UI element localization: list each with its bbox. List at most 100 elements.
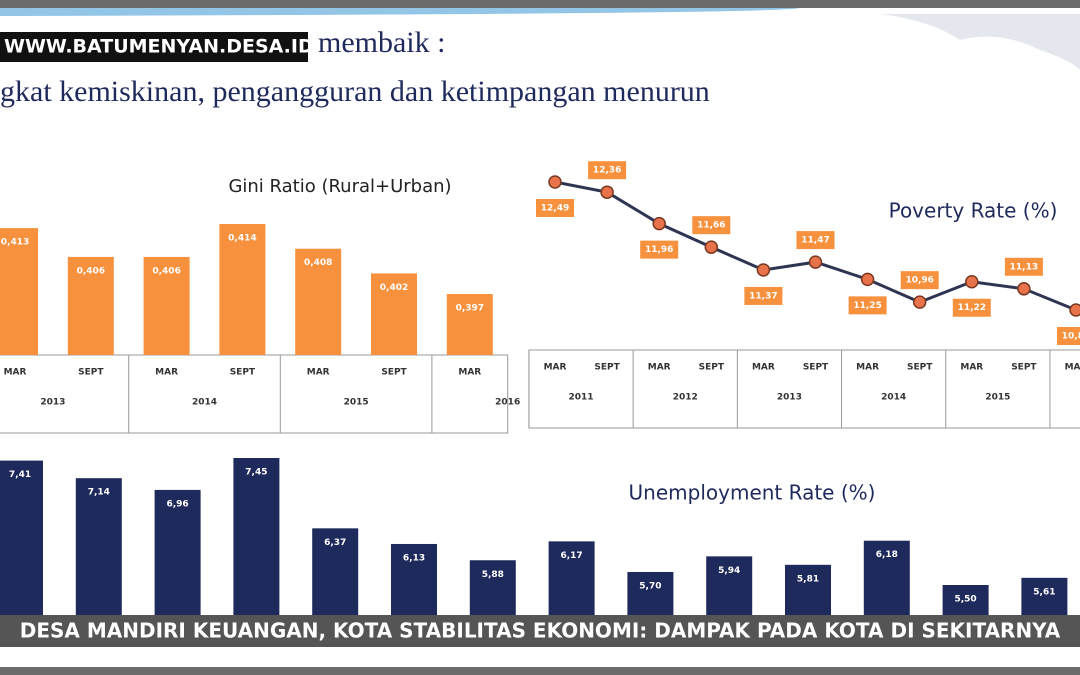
x-tick-label: SEPT <box>381 368 407 378</box>
data-label: 0,397 <box>456 304 484 314</box>
data-label: 11,25 <box>853 301 881 311</box>
top-border <box>0 0 1080 8</box>
point <box>704 240 719 254</box>
data-label: 5,81 <box>797 574 819 584</box>
data-label: 5,61 <box>1033 587 1055 597</box>
bar <box>0 228 38 355</box>
title: membaik : <box>318 26 445 59</box>
data-label: 11,47 <box>801 236 829 246</box>
group-label: 2015 <box>344 398 369 408</box>
data-label-bg <box>796 231 835 250</box>
data-label: 11,66 <box>697 221 725 231</box>
bar <box>154 489 201 640</box>
point <box>756 263 771 277</box>
data-label: 7,41 <box>9 470 31 480</box>
data-label-bg <box>744 286 783 305</box>
point <box>652 216 666 231</box>
point <box>600 185 614 199</box>
group-label: 2013 <box>40 398 65 408</box>
data-label-bg <box>1057 327 1080 345</box>
x-tick-label: SEPT <box>78 368 104 378</box>
data-label: 7,45 <box>245 468 267 478</box>
data-label: 0,406 <box>77 266 105 276</box>
point <box>860 272 875 287</box>
data-label: 12,36 <box>593 166 621 176</box>
bar <box>67 256 114 355</box>
group-label: 2014 <box>881 393 906 403</box>
x-tick-label: SEPT <box>1011 363 1037 373</box>
group-label: 2016 <box>495 398 520 408</box>
data-label: 0,414 <box>228 234 256 244</box>
point <box>1017 282 1031 296</box>
chart-title: Poverty Rate (%) <box>889 199 1058 223</box>
x-tick-label: MAR <box>544 363 567 373</box>
bar <box>446 294 493 355</box>
data-label: 0,406 <box>152 266 180 276</box>
point <box>808 255 823 269</box>
x-tick-label: MAR <box>155 368 178 378</box>
watermark-bg <box>0 32 308 62</box>
data-label: 0,408 <box>304 258 332 268</box>
data-label: 11,96 <box>645 245 673 255</box>
data-label: 10,86 <box>1062 332 1080 342</box>
caption-gap <box>0 647 1080 667</box>
data-label: 6,37 <box>324 538 346 548</box>
chart-title: Unemployment Rate (%) <box>629 481 876 505</box>
data-label: 0,402 <box>380 283 408 293</box>
data-label: 5,88 <box>482 570 504 580</box>
chart-title: Gini Ratio (Rural+Urban) <box>228 176 451 197</box>
data-label-bg <box>536 199 574 217</box>
group-label: 2012 <box>673 393 698 403</box>
data-label-bg <box>952 298 991 317</box>
x-tick-label: MAR <box>856 363 879 373</box>
caption-bg <box>0 615 1080 647</box>
group-label: 2011 <box>569 393 594 403</box>
data-label: 11,13 <box>1010 262 1038 272</box>
x-tick-label: MAR <box>307 368 330 378</box>
point <box>912 295 927 309</box>
bar <box>143 256 190 355</box>
data-label: 5,70 <box>639 581 661 591</box>
data-label-bg <box>900 271 939 290</box>
data-label: 5,50 <box>954 595 976 605</box>
data-label: 5,94 <box>718 566 740 576</box>
data-label-bg <box>588 161 627 180</box>
group-label: 2015 <box>985 393 1010 403</box>
group-label: 2014 <box>192 398 217 408</box>
bar <box>233 458 280 640</box>
x-tick-label: MAR <box>4 368 27 378</box>
data-label: 6,96 <box>166 499 188 509</box>
watermark: WWW.BATUMENYAN.DESA.ID <box>4 36 314 58</box>
data-label: 6,18 <box>876 550 898 560</box>
point <box>548 175 562 189</box>
x-tick-label: MAR <box>752 363 775 373</box>
point <box>965 274 979 289</box>
bar <box>295 248 342 355</box>
data-label: 6,17 <box>560 551 582 561</box>
bar <box>371 273 417 355</box>
data-label-bg <box>692 216 731 235</box>
data-label: 6,13 <box>403 553 425 563</box>
x-tick-label: MAR <box>960 363 983 373</box>
caption: DESA MANDIRI KEUANGAN, KOTA STABILITAS E… <box>20 619 1061 643</box>
data-label: 10,96 <box>905 276 933 286</box>
data-label: 0,413 <box>1 238 29 248</box>
data-label: 11,37 <box>749 291 777 301</box>
data-label: 12,49 <box>541 204 569 214</box>
data-label-bg <box>1004 257 1043 276</box>
bar <box>219 224 266 355</box>
data-label: 7,14 <box>88 488 110 498</box>
x-tick-label: MAR <box>1065 363 1080 373</box>
x-tick-label: SEPT <box>907 363 933 373</box>
group-label: 2013 <box>777 393 802 403</box>
data-label-bg <box>640 240 679 259</box>
data-label-bg <box>848 296 887 315</box>
map-decoration <box>880 14 1080 70</box>
data-label: 11,22 <box>958 303 986 313</box>
x-tick-label: SEPT <box>230 368 256 378</box>
x-tick-label: SEPT <box>594 363 620 373</box>
x-tick-label: MAR <box>458 368 481 378</box>
header-stripe <box>0 8 800 16</box>
